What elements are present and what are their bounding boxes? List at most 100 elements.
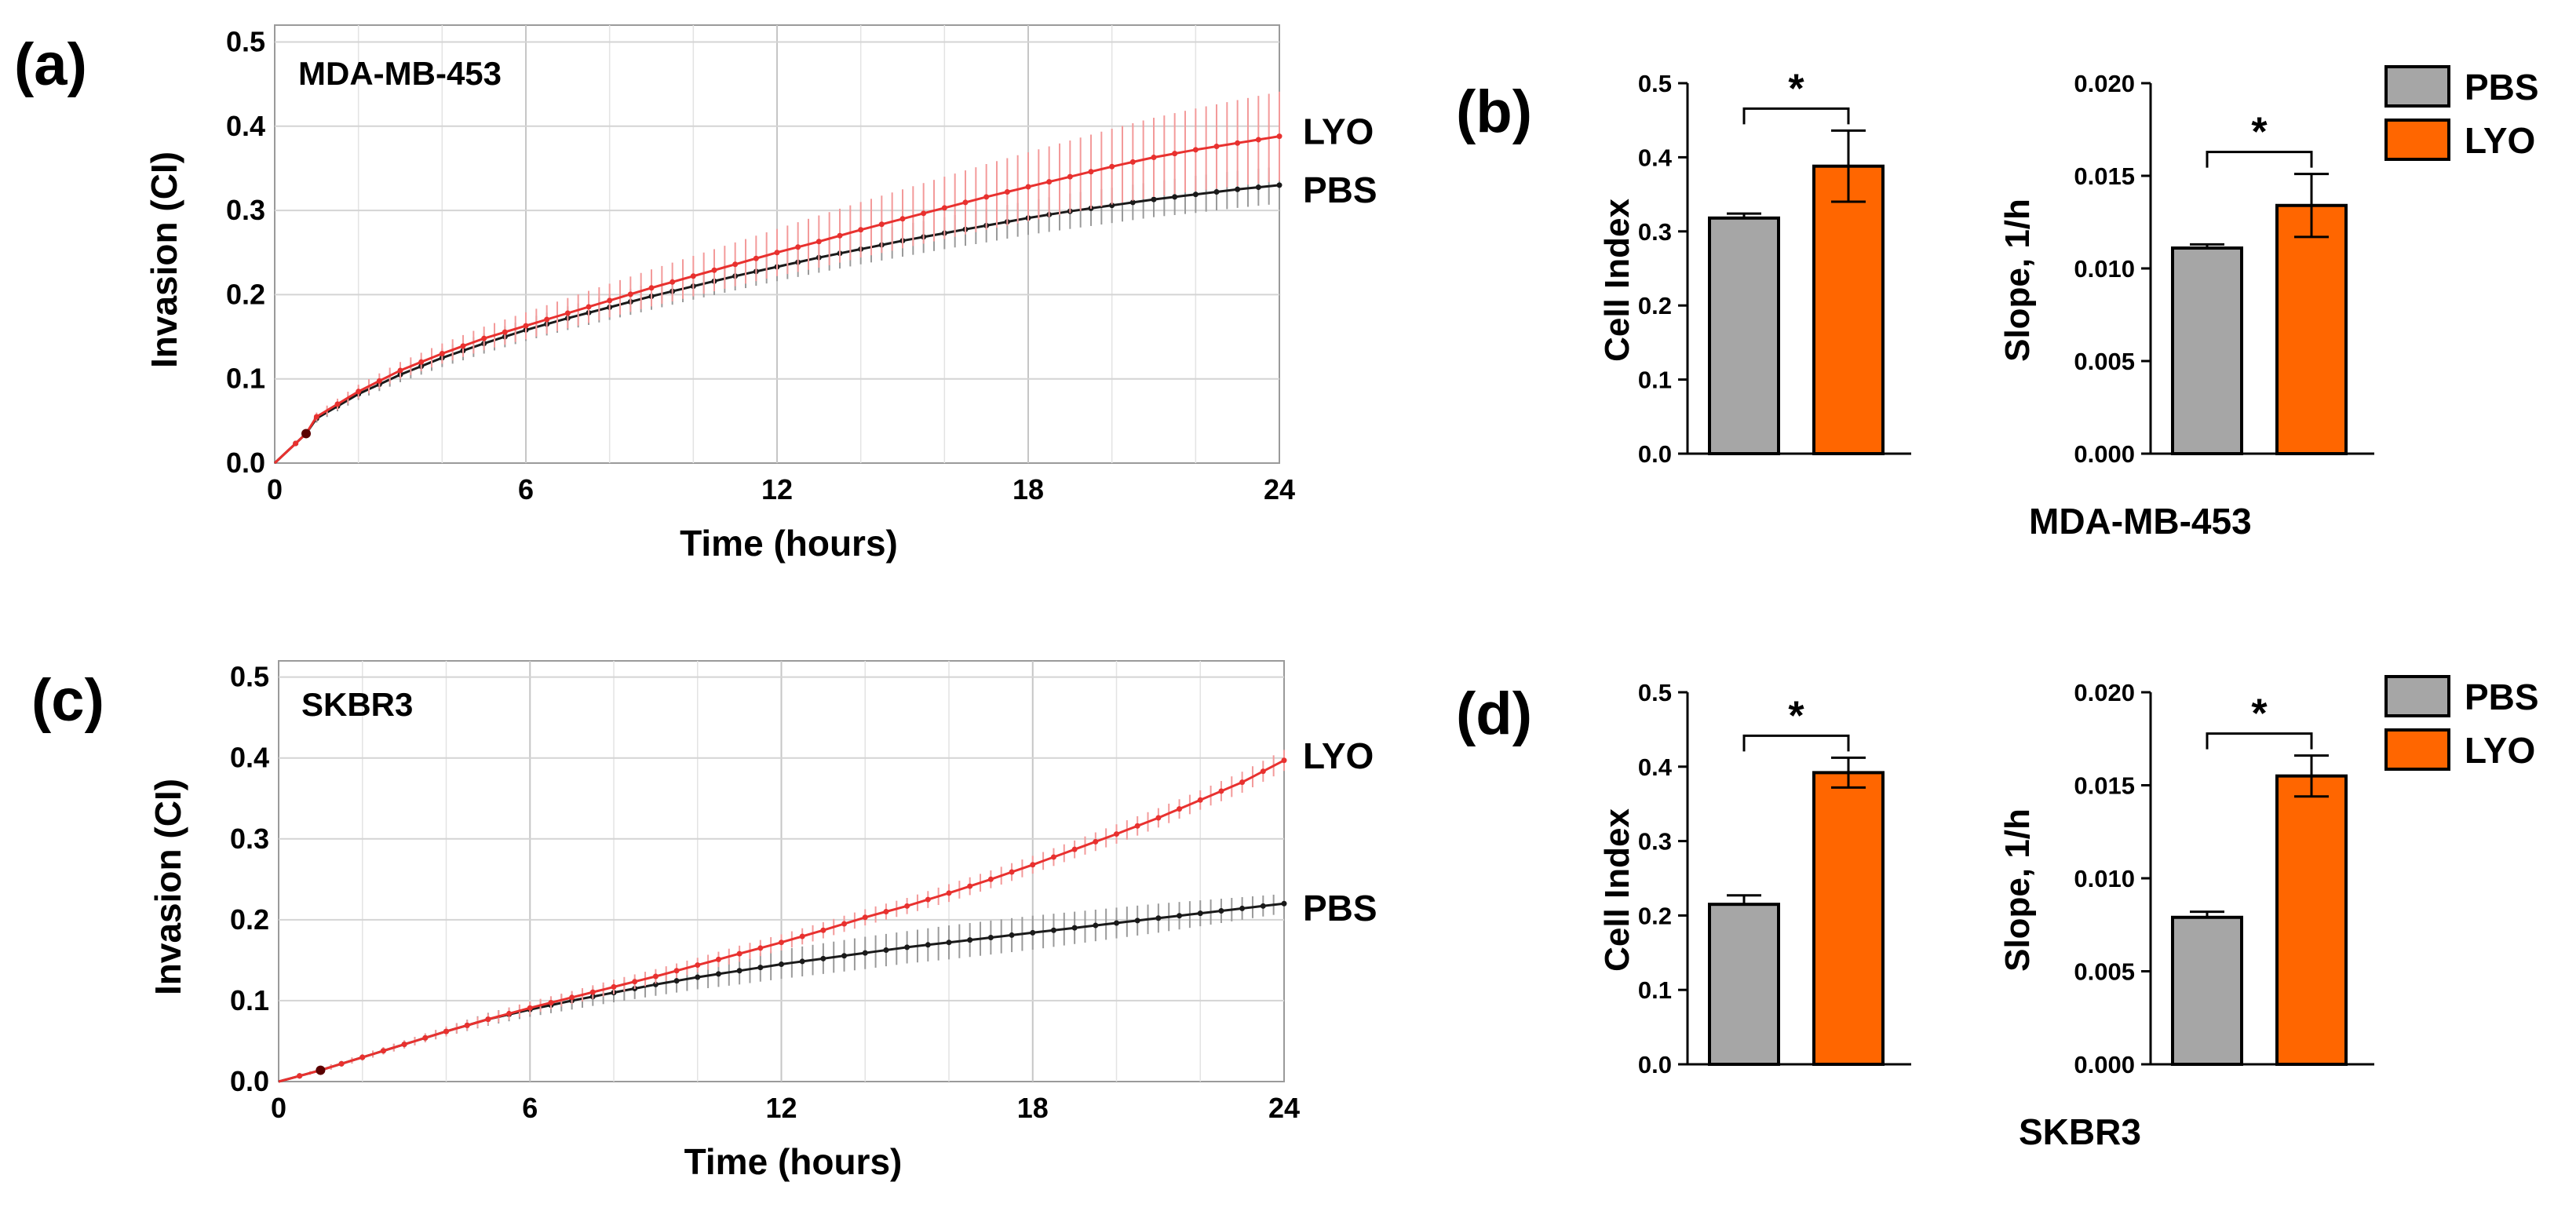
- x-axis-label: Time (hours): [684, 1141, 903, 1182]
- data-point: [607, 297, 613, 304]
- data-point: [1046, 179, 1053, 185]
- data-point: [695, 974, 701, 980]
- data-point: [548, 1000, 554, 1005]
- data-point: [1067, 173, 1073, 180]
- y-tick-label: 0.000: [2074, 440, 2135, 468]
- y-axis-label: Slope, 1/h: [1998, 808, 2037, 972]
- data-point: [967, 883, 973, 889]
- significance-star: *: [1788, 66, 1804, 111]
- y-tick-label: 0.4: [1638, 753, 1673, 781]
- significance-star: *: [2251, 691, 2268, 737]
- data-point: [941, 205, 947, 211]
- data-point: [899, 216, 906, 222]
- data-point: [523, 323, 529, 329]
- data-point: [1109, 163, 1115, 170]
- data-point: [925, 942, 931, 948]
- data-point: [297, 1073, 303, 1079]
- data-point: [878, 221, 885, 228]
- data-point: [820, 955, 826, 961]
- y-tick-label: 0.005: [2074, 348, 2135, 375]
- first-point-marker: [301, 429, 311, 439]
- data-point: [502, 329, 508, 335]
- cell-line-caption: SKBR3: [2019, 1111, 2141, 1152]
- y-tick-label: 0.005: [2074, 958, 2135, 986]
- y-tick-label: 0.4: [1638, 144, 1673, 171]
- data-point: [858, 227, 864, 233]
- y-tick-label: 0.3: [1638, 218, 1672, 246]
- panel-label: (d): [1456, 680, 1532, 747]
- data-point: [1235, 140, 1241, 146]
- y-tick-label: 0.000: [2074, 1051, 2135, 1078]
- x-axis-label: Time (hours): [680, 523, 898, 564]
- data-point: [648, 285, 655, 291]
- y-tick-label: 0.015: [2074, 162, 2135, 190]
- data-point: [485, 1016, 491, 1023]
- data-point: [1088, 169, 1094, 175]
- x-tick-label: 0: [267, 473, 283, 505]
- data-point: [736, 968, 743, 974]
- x-tick-label: 24: [1268, 1092, 1300, 1124]
- x-tick-label: 24: [1264, 473, 1295, 505]
- bar-lyo: [2275, 774, 2348, 1067]
- bar-pbs: [2171, 915, 2243, 1067]
- y-tick-label: 0.2: [226, 278, 265, 310]
- x-tick-label: 18: [1017, 1092, 1049, 1124]
- data-point: [1213, 188, 1220, 195]
- data-point: [1155, 915, 1162, 921]
- data-point: [1114, 831, 1119, 837]
- data-point: [1172, 151, 1178, 157]
- series-end-label-lyo: LYO: [1303, 111, 1374, 152]
- y-tick-label: 0.2: [1638, 902, 1672, 929]
- data-point: [1129, 199, 1136, 206]
- y-axis-label: Invasion (CI): [148, 779, 188, 995]
- y-tick-label: 0.0: [1638, 1051, 1672, 1078]
- data-point: [774, 250, 780, 256]
- data-point: [1109, 202, 1115, 209]
- data-point: [946, 940, 952, 946]
- data-point: [904, 944, 910, 950]
- data-point: [1071, 925, 1078, 931]
- y-tick-label: 0.1: [226, 363, 265, 395]
- bar-chart-b2: 0.000 0.005 0.010 0.015 0.020 Slope, 1/h * MDA-…: [1998, 70, 2374, 542]
- y-tick-label: 0.1: [230, 984, 269, 1016]
- data-point: [611, 983, 617, 990]
- data-point: [1239, 779, 1246, 786]
- bar-pbs: [2171, 246, 2243, 455]
- significance-bracket: [1742, 734, 1850, 752]
- data-point: [779, 940, 784, 946]
- data-point: [359, 1054, 366, 1060]
- data-point: [1235, 186, 1241, 192]
- significance-star: *: [2251, 110, 2268, 155]
- data-point: [736, 950, 743, 957]
- bar-chart-d1: (d) 0.0 0.1 0.2 0.3 0.4 0.5 Cell Index *: [1456, 679, 1911, 1078]
- data-point: [799, 958, 805, 965]
- data-point: [757, 945, 764, 951]
- cell-line-caption: MDA-MB-453: [2029, 501, 2252, 542]
- x-tick-label: 12: [761, 473, 793, 505]
- data-point: [1213, 144, 1220, 150]
- legend-label-pbs: PBS: [2465, 67, 2539, 108]
- data-point: [1050, 854, 1056, 860]
- y-tick-label: 0.010: [2074, 865, 2135, 892]
- data-point: [1030, 862, 1036, 868]
- data-point: [293, 440, 299, 447]
- y-tick-label: 0.4: [226, 110, 265, 142]
- cell-line-label: MDA-MB-453: [298, 55, 502, 92]
- data-point: [1218, 908, 1224, 914]
- legend-label-lyo: LYO: [2465, 730, 2535, 771]
- series-end-label-pbs: PBS: [1303, 170, 1377, 210]
- data-point: [967, 937, 973, 943]
- data-point: [732, 261, 739, 268]
- legend-swatch-lyo: [2384, 119, 2450, 161]
- y-axis-label: Cell Index: [1598, 199, 1636, 362]
- data-point: [1134, 823, 1140, 829]
- y-tick-label: 0.3: [226, 194, 265, 226]
- x-tick-label: 18: [1013, 473, 1044, 505]
- data-point: [670, 279, 676, 285]
- data-point: [837, 232, 843, 239]
- data-point: [1151, 154, 1157, 160]
- legend-swatch-pbs: [2384, 675, 2450, 717]
- y-tick-label: 0.010: [2074, 255, 2135, 283]
- significance-star: *: [1788, 693, 1804, 739]
- panel-label: (b): [1456, 78, 1532, 145]
